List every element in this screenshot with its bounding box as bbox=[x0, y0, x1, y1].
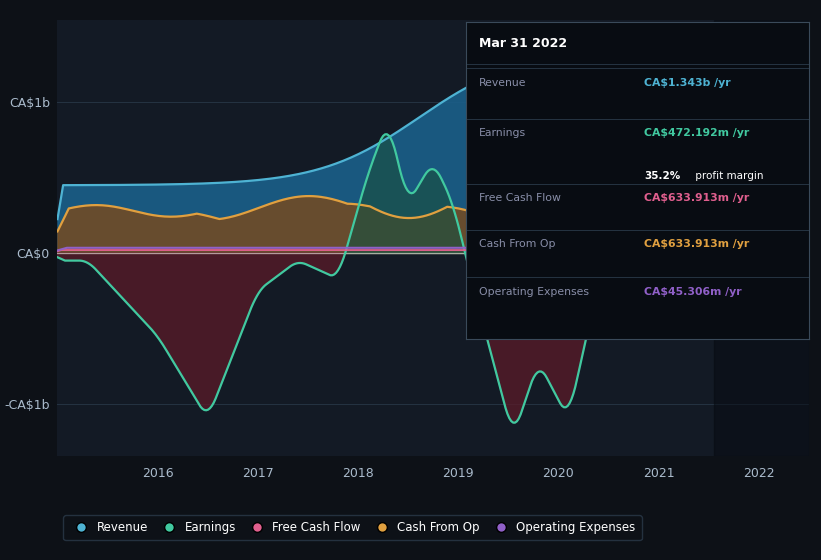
Text: Operating Expenses: Operating Expenses bbox=[479, 287, 589, 297]
Text: CA$1.343b /yr: CA$1.343b /yr bbox=[644, 78, 731, 88]
Text: Earnings: Earnings bbox=[479, 128, 526, 138]
Text: Revenue: Revenue bbox=[479, 78, 527, 88]
Text: CA$45.306m /yr: CA$45.306m /yr bbox=[644, 287, 741, 297]
Text: profit margin: profit margin bbox=[692, 171, 764, 181]
Text: 35.2%: 35.2% bbox=[644, 171, 681, 181]
Text: Free Cash Flow: Free Cash Flow bbox=[479, 193, 561, 203]
Text: CA$633.913m /yr: CA$633.913m /yr bbox=[644, 239, 750, 249]
Text: CA$633.913m /yr: CA$633.913m /yr bbox=[644, 193, 750, 203]
Text: CA$472.192m /yr: CA$472.192m /yr bbox=[644, 128, 750, 138]
Bar bbox=[713, 20, 809, 456]
Text: Mar 31 2022: Mar 31 2022 bbox=[479, 36, 567, 50]
Legend: Revenue, Earnings, Free Cash Flow, Cash From Op, Operating Expenses: Revenue, Earnings, Free Cash Flow, Cash … bbox=[63, 515, 641, 540]
Text: Cash From Op: Cash From Op bbox=[479, 239, 556, 249]
